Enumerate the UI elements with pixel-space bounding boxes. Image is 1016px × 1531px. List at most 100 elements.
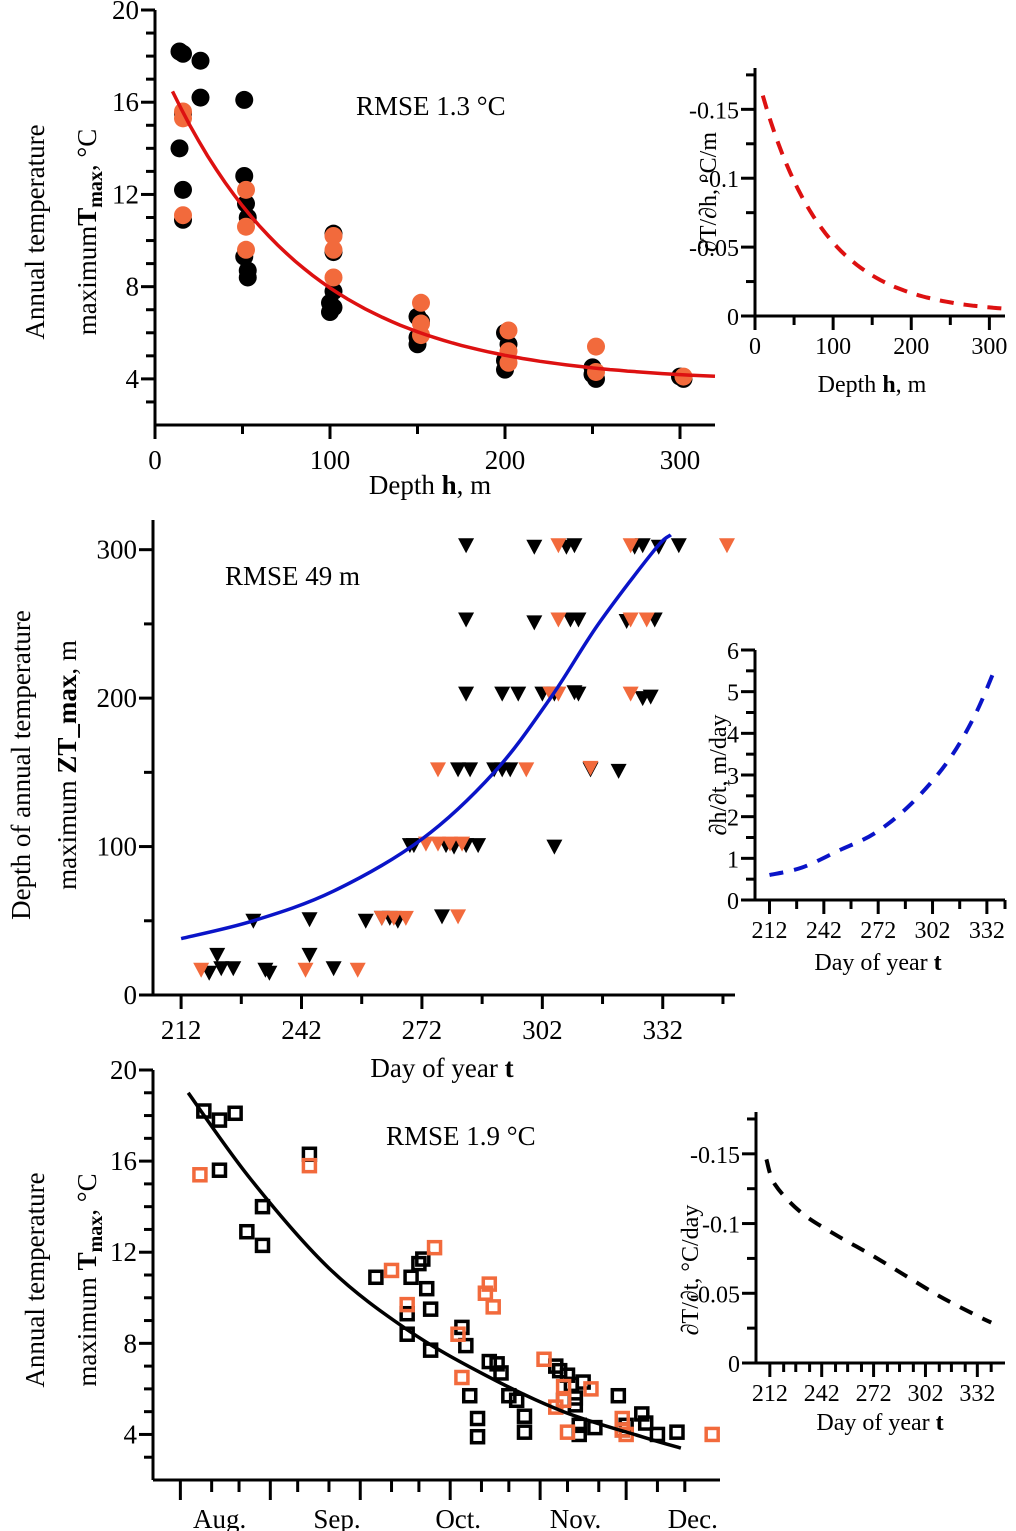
y-tick-label: 100: [97, 832, 138, 862]
y-tick-label: 12: [112, 179, 139, 209]
black-data-point: [211, 1112, 228, 1128]
orange-data-point: [349, 962, 366, 978]
black-data-point: [237, 194, 255, 213]
orange-data-point: [583, 1381, 599, 1397]
orange-data-point: [550, 612, 567, 628]
black-data-point: [227, 1105, 243, 1122]
y-tick-label: 4: [124, 1419, 138, 1449]
black-data-point: [669, 1424, 685, 1440]
orange-data-point: [385, 910, 402, 926]
orange-data-point: [174, 206, 192, 225]
orange-data-point: [587, 362, 605, 381]
orange-data-point: [674, 367, 693, 386]
x-tick-label: 0: [749, 334, 761, 360]
black-data-point: [494, 686, 511, 702]
y-tick-label: 1: [727, 847, 739, 873]
panel2-rmse-annotation: RMSE 49 m: [225, 561, 360, 591]
orange-data-point: [324, 240, 343, 259]
orange-data-point: [192, 1167, 208, 1183]
black-data-point: [570, 612, 587, 628]
black-data-point: [493, 1365, 509, 1381]
x-tick-label: 302: [915, 918, 951, 944]
orange-data-point: [324, 268, 343, 287]
black-data-point: [489, 1356, 505, 1372]
panel3-ylabel: Annual temperature maximum Tmax, °C: [20, 1172, 107, 1387]
y-tick-label: 300: [97, 535, 138, 565]
black-data-point: [508, 1392, 525, 1409]
x-tick-label: 272: [402, 1015, 443, 1045]
y-tick-label: -0.05: [690, 1282, 740, 1308]
panel2-ylabel: Depth of annual temperature maximum ZT_m…: [6, 610, 82, 920]
black-data-point: [637, 1415, 654, 1431]
black-data-point: [470, 838, 487, 854]
panel3-inset-plot-area: 0 -0.05 -0.1 -0.15 212 242 272 302 332: [690, 1112, 1005, 1407]
orange-data-point: [704, 1426, 720, 1443]
panel3-ylabel-line1: Annual temperature: [20, 1172, 50, 1387]
panel2-inset-xlabel: Day of year t: [814, 950, 941, 976]
y-tick-label: 8: [124, 1328, 138, 1358]
black-data-point: [235, 167, 254, 185]
orange-data-point: [555, 1392, 572, 1409]
orange-data-point: [638, 612, 655, 628]
black-data-point: [670, 538, 687, 554]
panel1-inset-ylabel: ∂T/∂h, °C/m: [696, 132, 722, 252]
x-tick-label: 242: [281, 1015, 322, 1045]
panel2-inset-ylabel: ∂h/∂t, m/day: [706, 714, 732, 835]
y-tick-label: 4: [126, 364, 140, 394]
panel3-ylabel-line2: maximum Tmax, °C: [72, 1173, 107, 1386]
black-data-point: [516, 1408, 533, 1424]
black-data-point: [170, 139, 189, 158]
derivative-curve: [764, 1158, 993, 1325]
y-tick-label: 5: [727, 681, 739, 707]
black-data-point: [238, 268, 257, 287]
black-data-point: [368, 1269, 384, 1286]
x-tick-label: 302: [907, 1381, 943, 1407]
panel1-xlabel: Depth h, m: [369, 470, 491, 500]
black-data-point: [239, 1223, 255, 1240]
panel3-inset-ylabel: ∂T/∂t, °C/day: [678, 1205, 704, 1336]
black-data-point: [610, 763, 627, 779]
y-tick-label: 16: [110, 1146, 137, 1176]
y-tick-label: 4: [727, 722, 739, 748]
y-tick-label: 12: [110, 1237, 137, 1267]
orange-data-point: [412, 293, 430, 312]
y-tick-label: -0.1: [702, 1213, 740, 1239]
orange-data-point: [536, 1351, 552, 1368]
x-tick-label: 332: [643, 1015, 684, 1045]
panel1-inset-xlabel: Depth h, m: [818, 372, 927, 398]
y-tick-label: 200: [97, 683, 138, 713]
x-tick-label: 242: [806, 918, 842, 944]
panel1-ylabel-line2: maximumTmax, °C: [72, 129, 107, 336]
orange-data-point: [622, 612, 639, 628]
x-tick-label: 242: [804, 1381, 840, 1407]
y-tick-label: -0.15: [690, 1143, 740, 1169]
black-data-point: [458, 1337, 474, 1354]
x-tick-label: 200: [893, 334, 929, 360]
orange-data-point: [237, 240, 255, 259]
black-data-point: [191, 88, 210, 107]
orange-data-point: [442, 836, 459, 852]
x-tick-label: 332: [969, 918, 1005, 944]
panel3-plot-area: 4 8 12 16 20 Aug. Sep. Oct. Nov. Dec.: [110, 1055, 720, 1531]
orange-data-point: [450, 1326, 466, 1342]
orange-data-point: [485, 1299, 501, 1315]
fit-curve: [186, 1091, 682, 1450]
black-data-point: [191, 51, 210, 70]
y-tick-label: 8: [126, 272, 140, 302]
orange-data-point: [237, 217, 255, 236]
orange-data-point: [429, 762, 446, 778]
panel1-inset-plot-area: 0 -0.05 -0.1 -0.15 0 100 200 300: [689, 68, 1010, 360]
y-tick-label: 2: [727, 806, 739, 832]
orange-data-point: [481, 1276, 498, 1292]
black-data-point: [450, 762, 467, 778]
orange-data-point: [324, 226, 343, 245]
black-data-point: [324, 298, 343, 317]
x-month-label: Sep.: [313, 1504, 360, 1531]
orange-data-point: [301, 1157, 318, 1174]
panel2-xlabel: Day of year t: [370, 1053, 513, 1083]
y-tick-label: 0: [727, 305, 739, 331]
black-data-point: [254, 1237, 271, 1254]
y-tick-label: -0.15: [689, 98, 739, 124]
panel2-ylabel-line2: maximum ZT_max, m: [52, 640, 82, 890]
